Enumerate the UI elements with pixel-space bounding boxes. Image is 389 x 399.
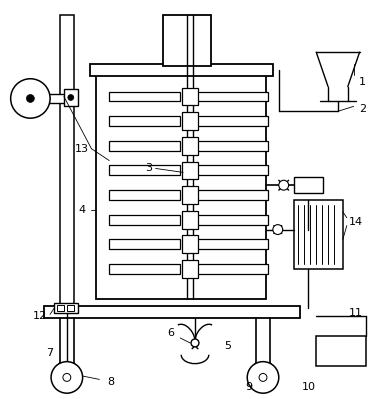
- Bar: [60, 15, 74, 310]
- Bar: [182, 162, 198, 179]
- Bar: [109, 239, 180, 249]
- Bar: [182, 260, 198, 278]
- Circle shape: [247, 361, 279, 393]
- Circle shape: [26, 95, 34, 103]
- Bar: [182, 211, 198, 229]
- Bar: [67, 306, 74, 311]
- Bar: [44, 306, 300, 318]
- Bar: [197, 264, 268, 274]
- Bar: [19, 93, 74, 103]
- Bar: [89, 64, 273, 76]
- Bar: [316, 336, 366, 365]
- Bar: [109, 215, 180, 225]
- Circle shape: [11, 79, 50, 118]
- Circle shape: [259, 373, 267, 381]
- Text: 6: 6: [167, 328, 174, 338]
- Bar: [197, 239, 268, 249]
- Bar: [109, 91, 180, 101]
- Bar: [197, 215, 268, 225]
- Circle shape: [273, 225, 283, 235]
- Circle shape: [191, 339, 199, 347]
- Bar: [109, 264, 180, 274]
- Circle shape: [63, 373, 71, 381]
- Text: 10: 10: [301, 382, 315, 392]
- Bar: [54, 304, 78, 313]
- Bar: [294, 177, 323, 193]
- Text: 2: 2: [359, 104, 366, 114]
- Bar: [197, 116, 268, 126]
- Text: 8: 8: [108, 377, 115, 387]
- Text: 1: 1: [359, 77, 366, 87]
- Bar: [109, 166, 180, 175]
- Text: 9: 9: [245, 382, 253, 392]
- Text: 11: 11: [349, 308, 363, 318]
- Bar: [182, 112, 198, 130]
- Circle shape: [68, 95, 74, 101]
- Text: 5: 5: [224, 341, 231, 351]
- Text: 3: 3: [145, 164, 152, 174]
- Bar: [96, 70, 266, 298]
- Bar: [109, 190, 180, 200]
- Bar: [64, 89, 78, 107]
- Bar: [197, 166, 268, 175]
- Text: 4: 4: [78, 205, 85, 215]
- Bar: [182, 137, 198, 155]
- Circle shape: [51, 361, 82, 393]
- Bar: [182, 186, 198, 204]
- Text: 12: 12: [33, 311, 47, 321]
- Bar: [197, 190, 268, 200]
- Bar: [182, 88, 198, 105]
- Text: 13: 13: [75, 144, 89, 154]
- Bar: [57, 306, 64, 311]
- Text: 7: 7: [47, 348, 54, 358]
- Bar: [294, 200, 343, 269]
- Text: 14: 14: [349, 217, 363, 227]
- Bar: [182, 235, 198, 253]
- Bar: [109, 141, 180, 151]
- Bar: [197, 91, 268, 101]
- Bar: [197, 141, 268, 151]
- Bar: [163, 15, 211, 66]
- Circle shape: [279, 180, 289, 190]
- Bar: [109, 116, 180, 126]
